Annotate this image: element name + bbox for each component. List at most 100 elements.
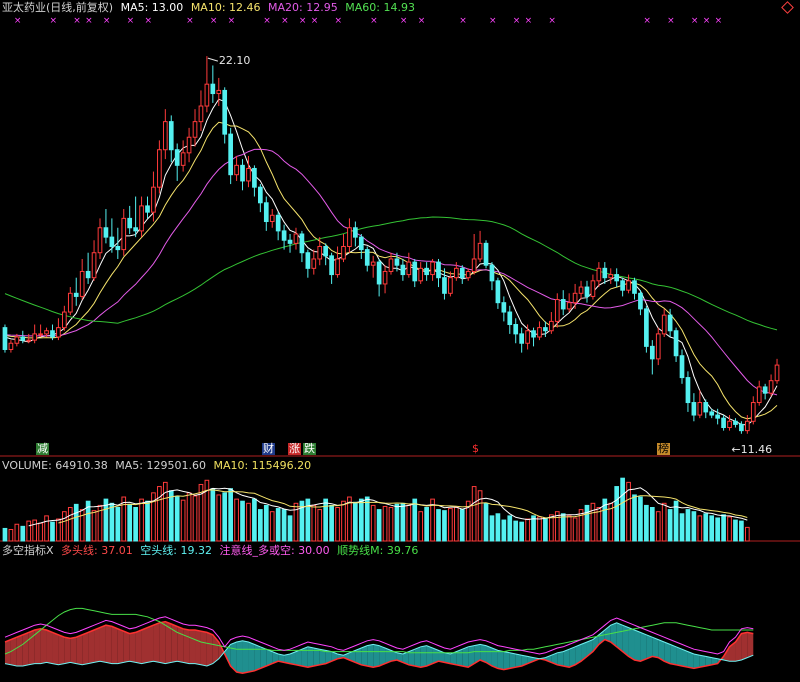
volume-bar (269, 511, 275, 542)
volume-bar (20, 525, 26, 542)
short-area (426, 645, 433, 666)
ma60-line (4, 216, 778, 331)
candle (222, 89, 228, 135)
event-marker-reduce[interactable]: 减 (36, 442, 49, 455)
candle (204, 83, 210, 107)
volume-bar (626, 481, 631, 542)
short-area (557, 651, 564, 666)
long-area (94, 627, 100, 663)
candle (691, 402, 697, 416)
short-area (391, 650, 397, 662)
candle (578, 286, 584, 294)
signal-cross: × (186, 16, 194, 26)
volume-bar (26, 520, 32, 542)
short-area (503, 651, 510, 670)
long-area (10, 637, 17, 666)
signal-cross: × (263, 16, 271, 26)
candle (459, 267, 465, 279)
event-marker-list[interactable]: 榜 (657, 442, 670, 455)
signal-cross: × (311, 16, 319, 26)
event-marker-finance[interactable]: 财 (262, 442, 275, 455)
volume-bar (703, 513, 709, 542)
volume-bar (406, 504, 412, 542)
signal-cross: × (513, 16, 521, 26)
event-marker-dollar[interactable]: $ (472, 442, 479, 455)
short-area (509, 652, 516, 669)
candle (281, 230, 287, 241)
candle (679, 355, 685, 379)
candle (73, 292, 79, 297)
candle (525, 330, 530, 344)
high-pointer (207, 57, 219, 62)
candle (358, 236, 364, 251)
candle (323, 245, 329, 257)
candle (275, 214, 281, 232)
volume-bar (2, 527, 8, 542)
long-area (88, 630, 95, 664)
volume-bar (400, 502, 406, 542)
candle (703, 402, 709, 413)
volume-bar (614, 486, 620, 542)
candle (507, 311, 513, 326)
candle (121, 217, 127, 251)
candle (97, 227, 103, 254)
volume-bar (685, 509, 691, 542)
short-area (622, 625, 629, 657)
volume-bar (459, 509, 465, 542)
candle (157, 149, 162, 188)
short-area (699, 655, 706, 668)
volume-bar (370, 504, 376, 542)
short-area (307, 646, 314, 668)
price-header: 亚太药业(日线,前复权) MA5: 13.00 MA10: 12.46 MA20… (2, 1, 415, 15)
short-area (408, 649, 415, 666)
long-area (16, 634, 23, 666)
volume-bar (578, 509, 584, 542)
volume-bar (572, 517, 578, 542)
indicator-name: 多空指标X (2, 544, 54, 557)
volume-bar (32, 519, 38, 542)
short-area (581, 642, 587, 662)
volume-bar (240, 500, 245, 542)
volume-bar (566, 515, 572, 542)
candle (14, 336, 20, 344)
volume-bar (483, 502, 489, 542)
short-area (474, 644, 481, 664)
candle (335, 258, 340, 276)
volume-bar (388, 507, 394, 542)
candle (661, 314, 667, 335)
volume-bar (204, 479, 210, 542)
volume-bar (477, 490, 483, 542)
volume-bar (733, 519, 738, 542)
short-area (616, 622, 623, 652)
short-area (634, 630, 641, 662)
volume-bar (85, 500, 91, 542)
candle (263, 202, 269, 223)
candle (103, 227, 109, 238)
volume-bar (602, 498, 608, 542)
short-area (379, 645, 386, 666)
volume-bar (543, 517, 548, 542)
volume-bar (673, 500, 679, 542)
volume-bar (739, 520, 744, 542)
volume-bar (495, 513, 501, 542)
long-area (58, 634, 65, 665)
candle (572, 292, 578, 304)
long-area (4, 639, 11, 665)
short-area (610, 622, 617, 647)
volume-bar (412, 498, 418, 542)
short-area (646, 634, 653, 659)
candle (471, 258, 477, 272)
volume-bar (644, 504, 649, 542)
signal-cross: × (643, 16, 651, 26)
candle (554, 299, 560, 322)
volume-bar (709, 515, 715, 542)
candle (715, 414, 720, 419)
volume-bar (186, 492, 192, 542)
event-marker-rise[interactable]: 涨 (288, 442, 301, 455)
volume-bar (73, 503, 79, 542)
candle (406, 261, 412, 276)
volume-bar (353, 501, 358, 542)
event-marker-fall[interactable]: 跌 (303, 442, 316, 455)
short-area (361, 645, 368, 666)
